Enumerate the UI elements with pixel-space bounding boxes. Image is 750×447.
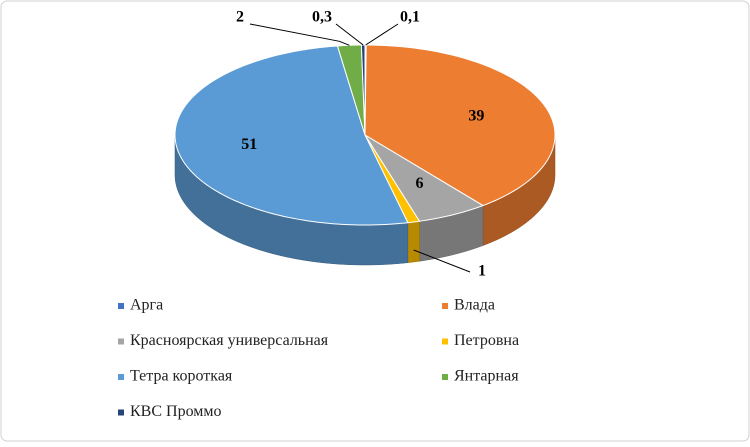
- value-label: 39: [468, 107, 484, 124]
- legend-label: Петровна: [454, 332, 519, 349]
- legend-swatch: [118, 409, 124, 416]
- pie-top: [174, 44, 556, 226]
- pie-side: [407, 220, 420, 263]
- legend-label: Влада: [454, 297, 495, 314]
- pie-slice: [336, 44, 366, 136]
- legend-label: Красноярская универсальная: [130, 332, 329, 349]
- leader-line: [365, 23, 399, 46]
- value-label: 2: [236, 9, 244, 26]
- value-label: 6: [415, 175, 423, 192]
- leader-line: [249, 23, 350, 46]
- value-label: 51: [241, 136, 257, 153]
- legend-label: Арга: [130, 297, 163, 314]
- legend-label: Тетра короткая: [130, 368, 233, 385]
- legend-swatch: [118, 338, 124, 345]
- pie-sides: [174, 134, 556, 266]
- pie-slice: [174, 45, 409, 226]
- legend-label: Янтарная: [454, 368, 519, 385]
- legend-swatch: [442, 374, 448, 380]
- legend: Арга Влада Красноярская универсальная Петро…: [118, 297, 519, 420]
- labels: 0,1 39 6 1 51 2 0,3: [236, 9, 486, 280]
- leader-line: [335, 23, 364, 46]
- legend-swatch: [442, 303, 448, 309]
- legend-swatch: [118, 374, 124, 380]
- value-label: 0,1: [400, 9, 420, 26]
- legend-swatch: [442, 338, 448, 345]
- pie-slice: [364, 44, 556, 207]
- value-label: 0,3: [312, 9, 332, 26]
- legend-swatch: [118, 303, 124, 309]
- leader-line: [413, 249, 471, 273]
- legend-label: КВС Проммо: [130, 403, 222, 420]
- value-label: 1: [478, 263, 486, 280]
- pie-slice: [364, 134, 485, 222]
